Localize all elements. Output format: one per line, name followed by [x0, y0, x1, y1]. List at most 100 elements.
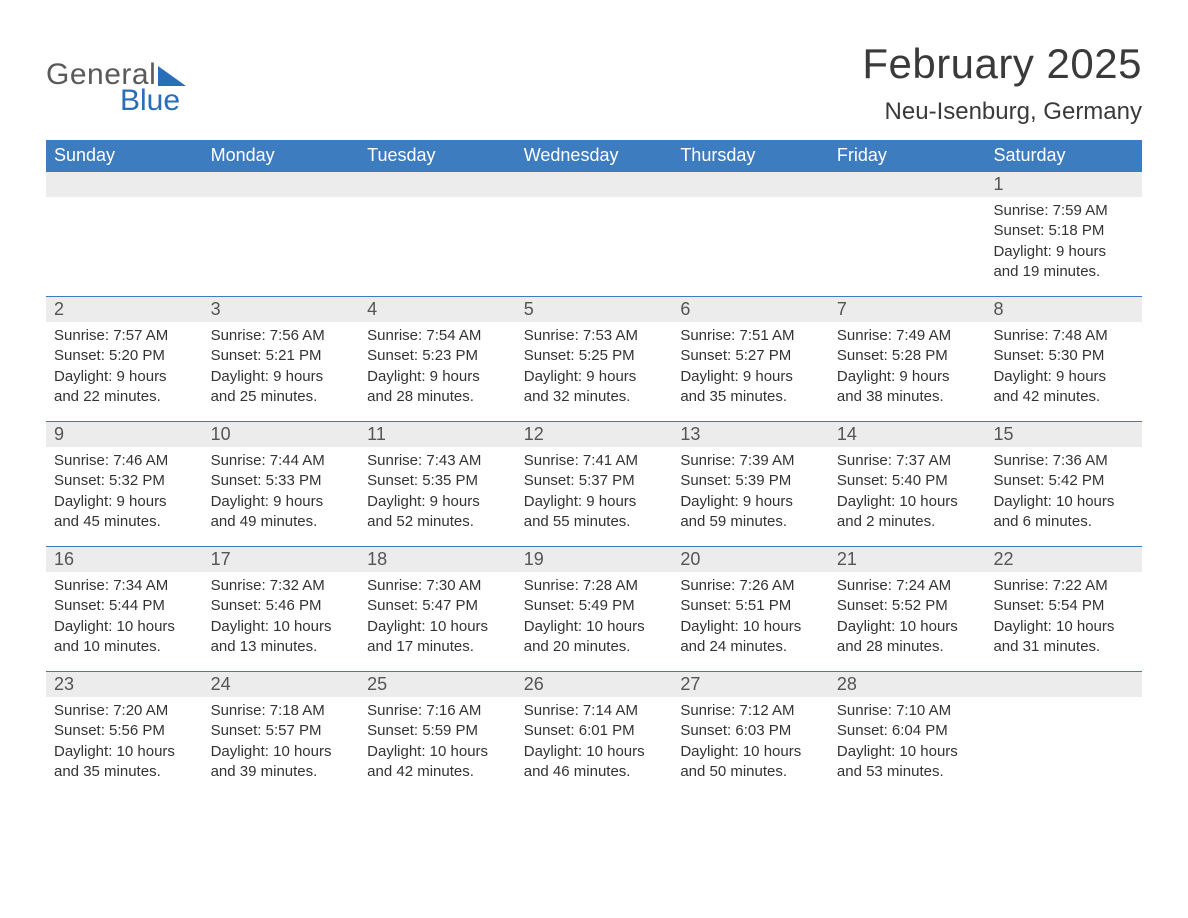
- page-header: General Blue February 2025 Neu-Isenburg,…: [46, 40, 1142, 126]
- day-number: 20: [672, 547, 829, 572]
- day-number: 10: [203, 422, 360, 447]
- day-number: 2: [46, 297, 203, 322]
- daylight-text: and 59 minutes.: [680, 512, 821, 532]
- sunset-text: Sunset: 5:49 PM: [524, 596, 665, 616]
- day-number: 11: [359, 422, 516, 447]
- day-number: 1: [985, 172, 1142, 197]
- day-number: 4: [359, 297, 516, 322]
- sunset-text: Sunset: 5:56 PM: [54, 721, 195, 741]
- calendar-day: 27Sunrise: 7:12 AMSunset: 6:03 PMDayligh…: [672, 672, 829, 796]
- daylight-text: and 24 minutes.: [680, 637, 821, 657]
- daylight-text: Daylight: 9 hours: [211, 492, 352, 512]
- daylight-text: Daylight: 10 hours: [837, 617, 978, 637]
- calendar-day-empty: [672, 172, 829, 296]
- day-number: [829, 172, 986, 197]
- sunrise-text: Sunrise: 7:30 AM: [367, 576, 508, 596]
- weekday-header-row: SundayMondayTuesdayWednesdayThursdayFrid…: [46, 140, 1142, 172]
- calendar-day: 1Sunrise: 7:59 AMSunset: 5:18 PMDaylight…: [985, 172, 1142, 296]
- calendar-week: 23Sunrise: 7:20 AMSunset: 5:56 PMDayligh…: [46, 671, 1142, 796]
- month-title: February 2025: [862, 40, 1142, 88]
- daylight-text: Daylight: 10 hours: [680, 742, 821, 762]
- sunrise-text: Sunrise: 7:12 AM: [680, 701, 821, 721]
- daylight-text: Daylight: 10 hours: [993, 492, 1134, 512]
- daylight-text: and 10 minutes.: [54, 637, 195, 657]
- daylight-text: and 17 minutes.: [367, 637, 508, 657]
- daylight-text: Daylight: 10 hours: [524, 617, 665, 637]
- weekday-header: Friday: [829, 140, 986, 172]
- calendar-day: 14Sunrise: 7:37 AMSunset: 5:40 PMDayligh…: [829, 422, 986, 546]
- day-number: [985, 672, 1142, 697]
- daylight-text: Daylight: 9 hours: [211, 367, 352, 387]
- daylight-text: and 32 minutes.: [524, 387, 665, 407]
- logo: General Blue: [46, 58, 186, 118]
- sunrise-text: Sunrise: 7:16 AM: [367, 701, 508, 721]
- weekday-header: Wednesday: [516, 140, 673, 172]
- calendar-day: 10Sunrise: 7:44 AMSunset: 5:33 PMDayligh…: [203, 422, 360, 546]
- sunset-text: Sunset: 5:51 PM: [680, 596, 821, 616]
- sunrise-text: Sunrise: 7:10 AM: [837, 701, 978, 721]
- sunrise-text: Sunrise: 7:39 AM: [680, 451, 821, 471]
- sunset-text: Sunset: 5:47 PM: [367, 596, 508, 616]
- sunrise-text: Sunrise: 7:51 AM: [680, 326, 821, 346]
- weekday-header: Monday: [203, 140, 360, 172]
- daylight-text: and 49 minutes.: [211, 512, 352, 532]
- daylight-text: and 22 minutes.: [54, 387, 195, 407]
- sunset-text: Sunset: 5:46 PM: [211, 596, 352, 616]
- sunrise-text: Sunrise: 7:32 AM: [211, 576, 352, 596]
- day-number: [359, 172, 516, 197]
- calendar-day-empty: [46, 172, 203, 296]
- sunset-text: Sunset: 5:20 PM: [54, 346, 195, 366]
- calendar-day: 22Sunrise: 7:22 AMSunset: 5:54 PMDayligh…: [985, 547, 1142, 671]
- calendar-week: 1Sunrise: 7:59 AMSunset: 5:18 PMDaylight…: [46, 172, 1142, 296]
- calendar-day: 28Sunrise: 7:10 AMSunset: 6:04 PMDayligh…: [829, 672, 986, 796]
- daylight-text: Daylight: 10 hours: [680, 617, 821, 637]
- day-number: 25: [359, 672, 516, 697]
- daylight-text: Daylight: 9 hours: [54, 367, 195, 387]
- sunset-text: Sunset: 5:30 PM: [993, 346, 1134, 366]
- sunset-text: Sunset: 5:39 PM: [680, 471, 821, 491]
- daylight-text: Daylight: 10 hours: [211, 617, 352, 637]
- calendar-day-empty: [359, 172, 516, 296]
- calendar-day-empty: [516, 172, 673, 296]
- day-number: 24: [203, 672, 360, 697]
- sunrise-text: Sunrise: 7:59 AM: [993, 201, 1134, 221]
- day-number: 18: [359, 547, 516, 572]
- daylight-text: and 42 minutes.: [367, 762, 508, 782]
- daylight-text: and 28 minutes.: [367, 387, 508, 407]
- sunrise-text: Sunrise: 7:57 AM: [54, 326, 195, 346]
- sunrise-text: Sunrise: 7:20 AM: [54, 701, 195, 721]
- day-number: [203, 172, 360, 197]
- sunrise-text: Sunrise: 7:43 AM: [367, 451, 508, 471]
- sunrise-text: Sunrise: 7:56 AM: [211, 326, 352, 346]
- daylight-text: Daylight: 10 hours: [837, 742, 978, 762]
- calendar-day: 26Sunrise: 7:14 AMSunset: 6:01 PMDayligh…: [516, 672, 673, 796]
- sunset-text: Sunset: 5:57 PM: [211, 721, 352, 741]
- daylight-text: and 52 minutes.: [367, 512, 508, 532]
- sunset-text: Sunset: 5:18 PM: [993, 221, 1134, 241]
- calendar-day: 17Sunrise: 7:32 AMSunset: 5:46 PMDayligh…: [203, 547, 360, 671]
- calendar-day: 20 Sunrise: 7:26 AMSunset: 5:51 PMDayligh…: [672, 547, 829, 671]
- daylight-text: and 20 minutes.: [524, 637, 665, 657]
- sunset-text: Sunset: 5:40 PM: [837, 471, 978, 491]
- sunrise-text: Sunrise: 7:37 AM: [837, 451, 978, 471]
- daylight-text: Daylight: 10 hours: [367, 742, 508, 762]
- sunset-text: Sunset: 5:44 PM: [54, 596, 195, 616]
- daylight-text: and 42 minutes.: [993, 387, 1134, 407]
- day-number: [46, 172, 203, 197]
- sunrise-text: Sunrise: 7:26 AM: [680, 576, 821, 596]
- day-number: 13: [672, 422, 829, 447]
- sunrise-text: Sunrise: 7:22 AM: [993, 576, 1134, 596]
- day-number: 27: [672, 672, 829, 697]
- daylight-text: and 31 minutes.: [993, 637, 1134, 657]
- daylight-text: and 13 minutes.: [211, 637, 352, 657]
- daylight-text: Daylight: 10 hours: [54, 617, 195, 637]
- calendar: SundayMondayTuesdayWednesdayThursdayFrid…: [46, 140, 1142, 796]
- sunset-text: Sunset: 5:23 PM: [367, 346, 508, 366]
- sunrise-text: Sunrise: 7:18 AM: [211, 701, 352, 721]
- daylight-text: Daylight: 9 hours: [993, 367, 1134, 387]
- daylight-text: and 55 minutes.: [524, 512, 665, 532]
- day-number: 7: [829, 297, 986, 322]
- sunrise-text: Sunrise: 7:53 AM: [524, 326, 665, 346]
- daylight-text: and 6 minutes.: [993, 512, 1134, 532]
- sunset-text: Sunset: 5:28 PM: [837, 346, 978, 366]
